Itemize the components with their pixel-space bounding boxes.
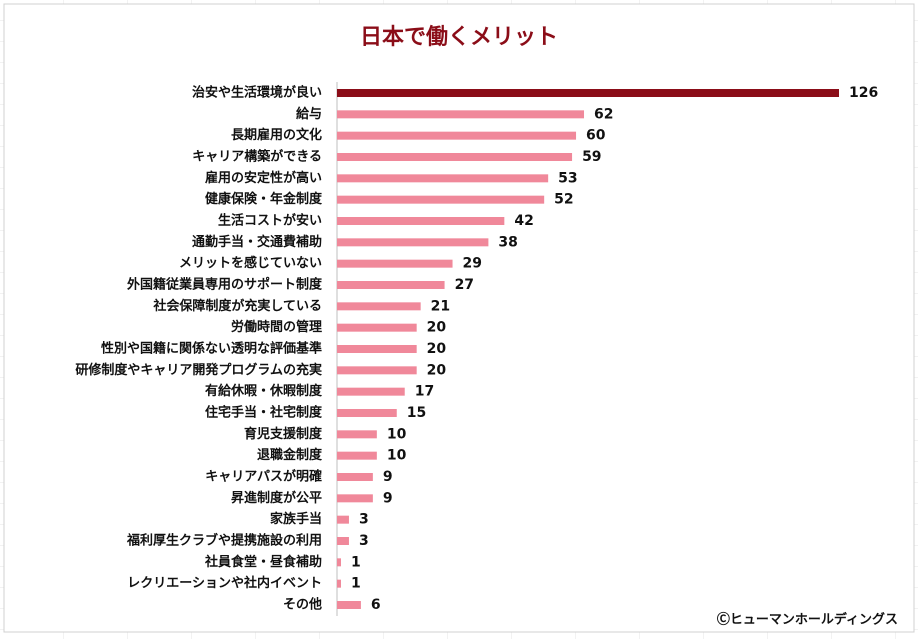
- category-label: 雇用の安定性が高い: [205, 170, 322, 186]
- bar: [337, 387, 405, 396]
- value-label: 9: [383, 469, 393, 485]
- category-label: 福利厚生クラブや提携施設の利用: [126, 533, 322, 549]
- category-label: 家族手当: [270, 511, 322, 527]
- value-label: 9: [383, 490, 393, 506]
- bar: [337, 302, 421, 311]
- bar: [337, 238, 489, 247]
- value-label: 3: [359, 512, 369, 528]
- category-label: 性別や国籍に関係ない透明な評価基準: [101, 341, 322, 357]
- category-label: メリットを感じていない: [179, 255, 322, 271]
- bar: [337, 89, 839, 97]
- value-label: 1: [351, 576, 361, 592]
- value-label: 1: [351, 554, 361, 570]
- category-label: 退職金制度: [257, 447, 323, 463]
- value-label: 10: [387, 426, 407, 442]
- value-label: 60: [586, 128, 606, 144]
- bar: [337, 195, 545, 204]
- value-label: 29: [463, 256, 482, 272]
- source-note: Ⓒヒューマンホールディングス: [717, 612, 898, 628]
- bar: [337, 515, 349, 524]
- bar: [337, 259, 453, 268]
- bar: [337, 131, 577, 140]
- category-label: 労働時間の管理: [231, 319, 322, 335]
- value-label: 38: [498, 234, 517, 250]
- value-label: 17: [415, 384, 434, 400]
- category-label: 生活コストが安い: [218, 213, 322, 229]
- category-label: その他: [283, 597, 322, 613]
- value-label: 52: [554, 192, 573, 208]
- category-label: 昇進制度が公平: [231, 490, 322, 506]
- category-label: 住宅手当・社宅制度: [205, 405, 323, 421]
- bar: [337, 451, 377, 460]
- bar: [337, 430, 377, 439]
- category-label: 社会保障制度が充実している: [152, 298, 322, 314]
- category-label: 研修制度やキャリア開発プログラムの充実: [75, 362, 322, 378]
- category-label: レクリエーションや社内イベント: [127, 575, 322, 591]
- value-label: 3: [359, 533, 369, 549]
- category-label: キャリア構築ができる: [192, 149, 322, 165]
- bar: [337, 409, 397, 417]
- bar: [337, 537, 349, 545]
- category-label: 有給休暇・休暇制度: [205, 383, 323, 399]
- value-label: 62: [594, 106, 613, 122]
- value-label: 15: [407, 405, 426, 421]
- value-label: 42: [514, 213, 533, 229]
- category-label: 通勤手当・交通費補助: [192, 234, 322, 250]
- value-label: 53: [558, 170, 577, 186]
- value-label: 20: [427, 341, 447, 357]
- value-label: 126: [849, 85, 878, 101]
- bar: [337, 473, 373, 481]
- value-label: 27: [455, 277, 474, 293]
- bar: [337, 366, 417, 375]
- category-label: 給与: [296, 106, 322, 122]
- category-label: キャリアパスが明確: [205, 469, 322, 485]
- bar: [337, 601, 361, 609]
- chart-title: 日本で働くメリット: [360, 24, 558, 50]
- value-label: 21: [431, 298, 450, 314]
- bar: [337, 323, 417, 332]
- bar: [337, 174, 549, 183]
- bar: [337, 110, 585, 119]
- category-label: 外国籍従業員専用のサポート制度: [126, 277, 323, 293]
- chart-frame: [3, 3, 915, 633]
- value-label: 59: [582, 149, 601, 165]
- bar: [337, 345, 417, 353]
- bar: [337, 494, 373, 503]
- category-label: 育児支援制度: [244, 426, 323, 442]
- bar: [337, 217, 505, 225]
- bar: [337, 153, 573, 161]
- value-label: 20: [427, 362, 447, 378]
- value-label: 6: [371, 597, 381, 613]
- category-label: 健康保険・年金制度: [205, 191, 323, 207]
- bar: [337, 558, 341, 567]
- category-label: 治安や生活環境が良い: [192, 85, 322, 101]
- bar: [337, 579, 341, 588]
- value-label: 10: [387, 448, 407, 464]
- category-label: 長期雇用の文化: [231, 127, 322, 143]
- bar: [337, 281, 445, 289]
- value-label: 20: [427, 320, 447, 336]
- category-label: 社員食堂・昼食補助: [204, 554, 322, 570]
